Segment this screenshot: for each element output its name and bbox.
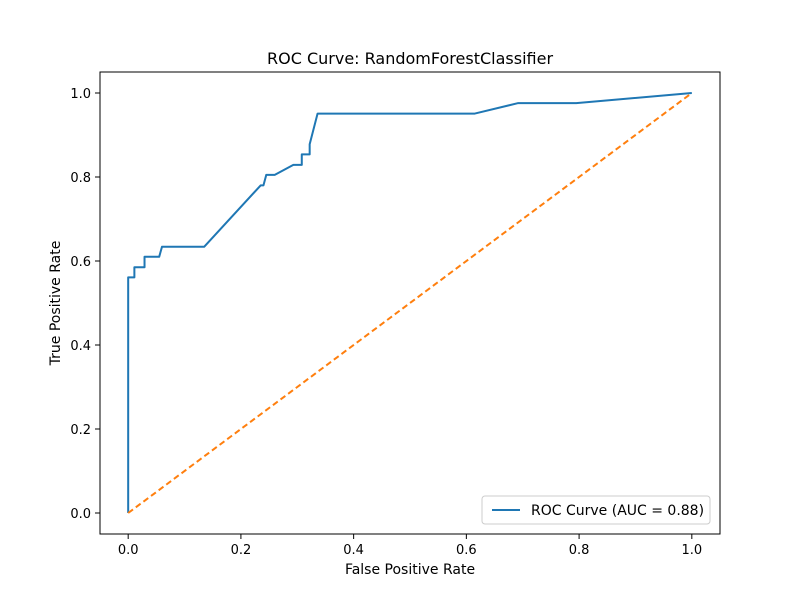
- x-tick-label: 1.0: [681, 543, 702, 558]
- y-tick-label: 0.4: [70, 339, 91, 354]
- axes-frame: [99, 71, 721, 535]
- chart-title: ROC Curve: RandomForestClassifier: [267, 49, 553, 68]
- y-tick-label: 1.0: [70, 87, 91, 102]
- roc-curve-line: [127, 92, 692, 513]
- x-tick-label: 0.6: [456, 543, 477, 558]
- x-tick-label: 0.4: [343, 543, 364, 558]
- x-tick-label: 0.8: [569, 543, 590, 558]
- reference-diagonal-line: [127, 92, 693, 514]
- y-axis-label: True Positive Rate: [48, 241, 64, 367]
- x-tick-label: 0.0: [118, 543, 139, 558]
- legend-box: [481, 495, 711, 525]
- y-tick-label: 0.8: [70, 171, 91, 186]
- y-tick-label: 0.2: [70, 423, 91, 438]
- x-axis-label: False Positive Rate: [345, 562, 475, 578]
- y-tick-label: 0.6: [70, 255, 91, 270]
- axis-ticks: 0.0 0.2 0.4 0.6 0.8 1.0 0.0 0.2 0.4 0.6 0.8 1.0: [70, 87, 702, 558]
- legend-label: ROC Curve (AUC = 0.88): [531, 503, 704, 519]
- plot-area: [99, 71, 721, 535]
- x-tick-label: 0.2: [231, 543, 252, 558]
- y-tick-label: 0.0: [70, 507, 91, 522]
- legend: ROC Curve (AUC = 0.88): [481, 495, 711, 525]
